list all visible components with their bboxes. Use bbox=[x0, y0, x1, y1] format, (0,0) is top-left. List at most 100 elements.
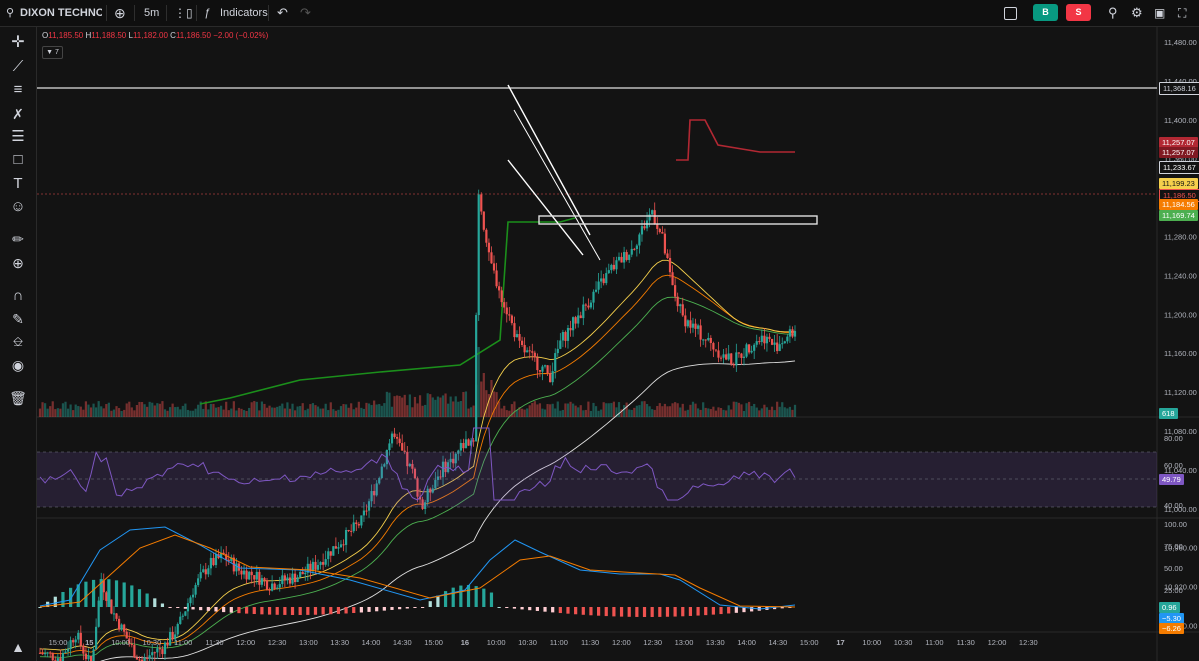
volume-bar bbox=[209, 403, 212, 417]
candle-body bbox=[112, 613, 116, 615]
volume-bar bbox=[393, 396, 396, 417]
volume-bar bbox=[416, 403, 419, 417]
rsi-tick: 40.00 bbox=[1164, 501, 1183, 510]
histogram-bar bbox=[711, 607, 715, 615]
undo-icon[interactable]: ↶ bbox=[277, 5, 288, 20]
volume-bar bbox=[434, 399, 437, 417]
volume-bar bbox=[740, 404, 743, 417]
add-symbol-icon[interactable]: ⊕ bbox=[114, 5, 126, 21]
redo-icon[interactable]: ↷ bbox=[300, 5, 311, 20]
volume-bar bbox=[61, 403, 65, 417]
volume-bar bbox=[452, 401, 455, 417]
volume-bar bbox=[148, 401, 151, 417]
buy-button[interactable]: B bbox=[1033, 4, 1058, 21]
pattern-icon[interactable]: ✗ bbox=[12, 106, 24, 122]
volume-bar bbox=[467, 408, 470, 417]
time-tick: 10:30 bbox=[518, 638, 537, 647]
candle-body bbox=[454, 453, 457, 464]
candle-body bbox=[327, 551, 330, 560]
volume-bar bbox=[515, 409, 519, 417]
sell-button[interactable]: S bbox=[1066, 4, 1091, 21]
candle-body bbox=[426, 488, 429, 503]
volume-bar bbox=[166, 410, 169, 417]
object-tree-icon[interactable]: ▲ bbox=[11, 639, 25, 655]
volume-bar bbox=[373, 400, 376, 417]
candle-body bbox=[732, 364, 735, 366]
volume-bar bbox=[439, 397, 442, 417]
settings-icon[interactable]: ⚙ bbox=[1131, 5, 1143, 20]
volume-bar bbox=[59, 408, 62, 417]
quick-search-icon[interactable]: ⚲ bbox=[1108, 5, 1118, 20]
indicators-button[interactable]: Indicators bbox=[220, 7, 268, 19]
candle-body bbox=[84, 653, 88, 660]
ruler-icon[interactable]: ✏ bbox=[12, 231, 24, 247]
trash-icon[interactable]: 🗑 bbox=[9, 390, 27, 406]
volume-bar bbox=[163, 409, 167, 417]
text-icon[interactable]: T bbox=[13, 175, 23, 192]
lock-icon[interactable]: ⎒ bbox=[12, 334, 24, 349]
prediction-icon[interactable]: ☰ bbox=[11, 128, 25, 145]
histogram-bar bbox=[344, 607, 348, 614]
volume-bar bbox=[158, 403, 161, 417]
volume-bar bbox=[538, 403, 542, 417]
histogram-bar bbox=[619, 607, 624, 617]
volume-bar bbox=[306, 408, 309, 417]
lock-drawings-icon[interactable]: ✎ bbox=[12, 311, 24, 327]
volume-bar bbox=[360, 407, 363, 417]
fib-icon[interactable]: ≡ bbox=[13, 81, 23, 98]
volume-bar bbox=[418, 395, 422, 417]
histogram-bar bbox=[466, 585, 471, 607]
volume-bar bbox=[120, 410, 123, 417]
emoji-icon[interactable]: ☺ bbox=[10, 198, 26, 215]
candle-body bbox=[681, 304, 684, 316]
candle-body bbox=[551, 371, 554, 383]
time-tick: 14:30 bbox=[769, 638, 788, 647]
volume-bar bbox=[643, 401, 646, 417]
volume-bar bbox=[385, 391, 388, 417]
shape-icon[interactable]: □ bbox=[13, 151, 23, 168]
candle-body bbox=[490, 252, 493, 264]
volume-bar bbox=[656, 406, 659, 417]
symbol-name[interactable]: DIXON TECHNOLOGI bbox=[20, 7, 102, 19]
volume-bar bbox=[105, 404, 108, 417]
interval-button[interactable]: 5m bbox=[144, 7, 160, 19]
volume-bar bbox=[378, 404, 381, 417]
crosshair-icon[interactable]: ✛ bbox=[11, 34, 25, 51]
drawing-toolbar: ✛ ⟋ ≡ ✗ ☰ □ T ☺ ✏ ⊕ ∩ ✎ ⎒ ◉ 🗑 ▲ bbox=[0, 27, 37, 661]
candle-body bbox=[429, 488, 432, 493]
candle-body bbox=[212, 557, 215, 566]
volume-bar bbox=[610, 403, 613, 417]
candle-body bbox=[587, 305, 590, 308]
candle-body bbox=[186, 603, 190, 612]
candle-body bbox=[89, 655, 93, 661]
candle-body bbox=[620, 256, 623, 263]
volume-bar bbox=[370, 405, 373, 417]
fullscreen-icon[interactable]: ⛶ bbox=[1178, 6, 1187, 20]
volume-bar bbox=[291, 403, 294, 417]
trend-line-icon[interactable]: ⟋ bbox=[12, 58, 24, 75]
candle-body bbox=[388, 443, 391, 451]
histogram-bar bbox=[137, 589, 142, 607]
time-tick: 15:00 bbox=[424, 638, 443, 647]
camera-icon[interactable]: ▣ bbox=[1154, 6, 1166, 20]
yellow-ma-price-tag: 11,199.23 bbox=[1159, 178, 1198, 189]
layout-icon[interactable] bbox=[1004, 7, 1017, 20]
eye-icon[interactable]: ◉ bbox=[11, 357, 25, 373]
histogram-bar bbox=[130, 585, 134, 607]
indicators-icon[interactable]: ƒ bbox=[204, 7, 211, 19]
volume-bar bbox=[620, 409, 623, 417]
indicator-toggle[interactable]: ▼ 7 bbox=[42, 46, 63, 59]
candle-type-icon[interactable]: ⋮▯ bbox=[174, 6, 193, 20]
candle-body bbox=[610, 264, 613, 271]
volume-bar bbox=[561, 409, 564, 417]
volume-bar bbox=[485, 390, 488, 417]
signal-line bbox=[39, 534, 796, 608]
search-icon[interactable]: ⚲ bbox=[6, 7, 15, 19]
zoom-in-icon[interactable]: ⊕ bbox=[12, 255, 24, 271]
magnet-icon[interactable]: ∩ bbox=[12, 287, 24, 304]
histogram-bar bbox=[267, 607, 272, 615]
histogram-bar bbox=[443, 591, 448, 607]
candle-body bbox=[128, 638, 131, 644]
rsi-tick: 80.00 bbox=[1164, 434, 1183, 443]
